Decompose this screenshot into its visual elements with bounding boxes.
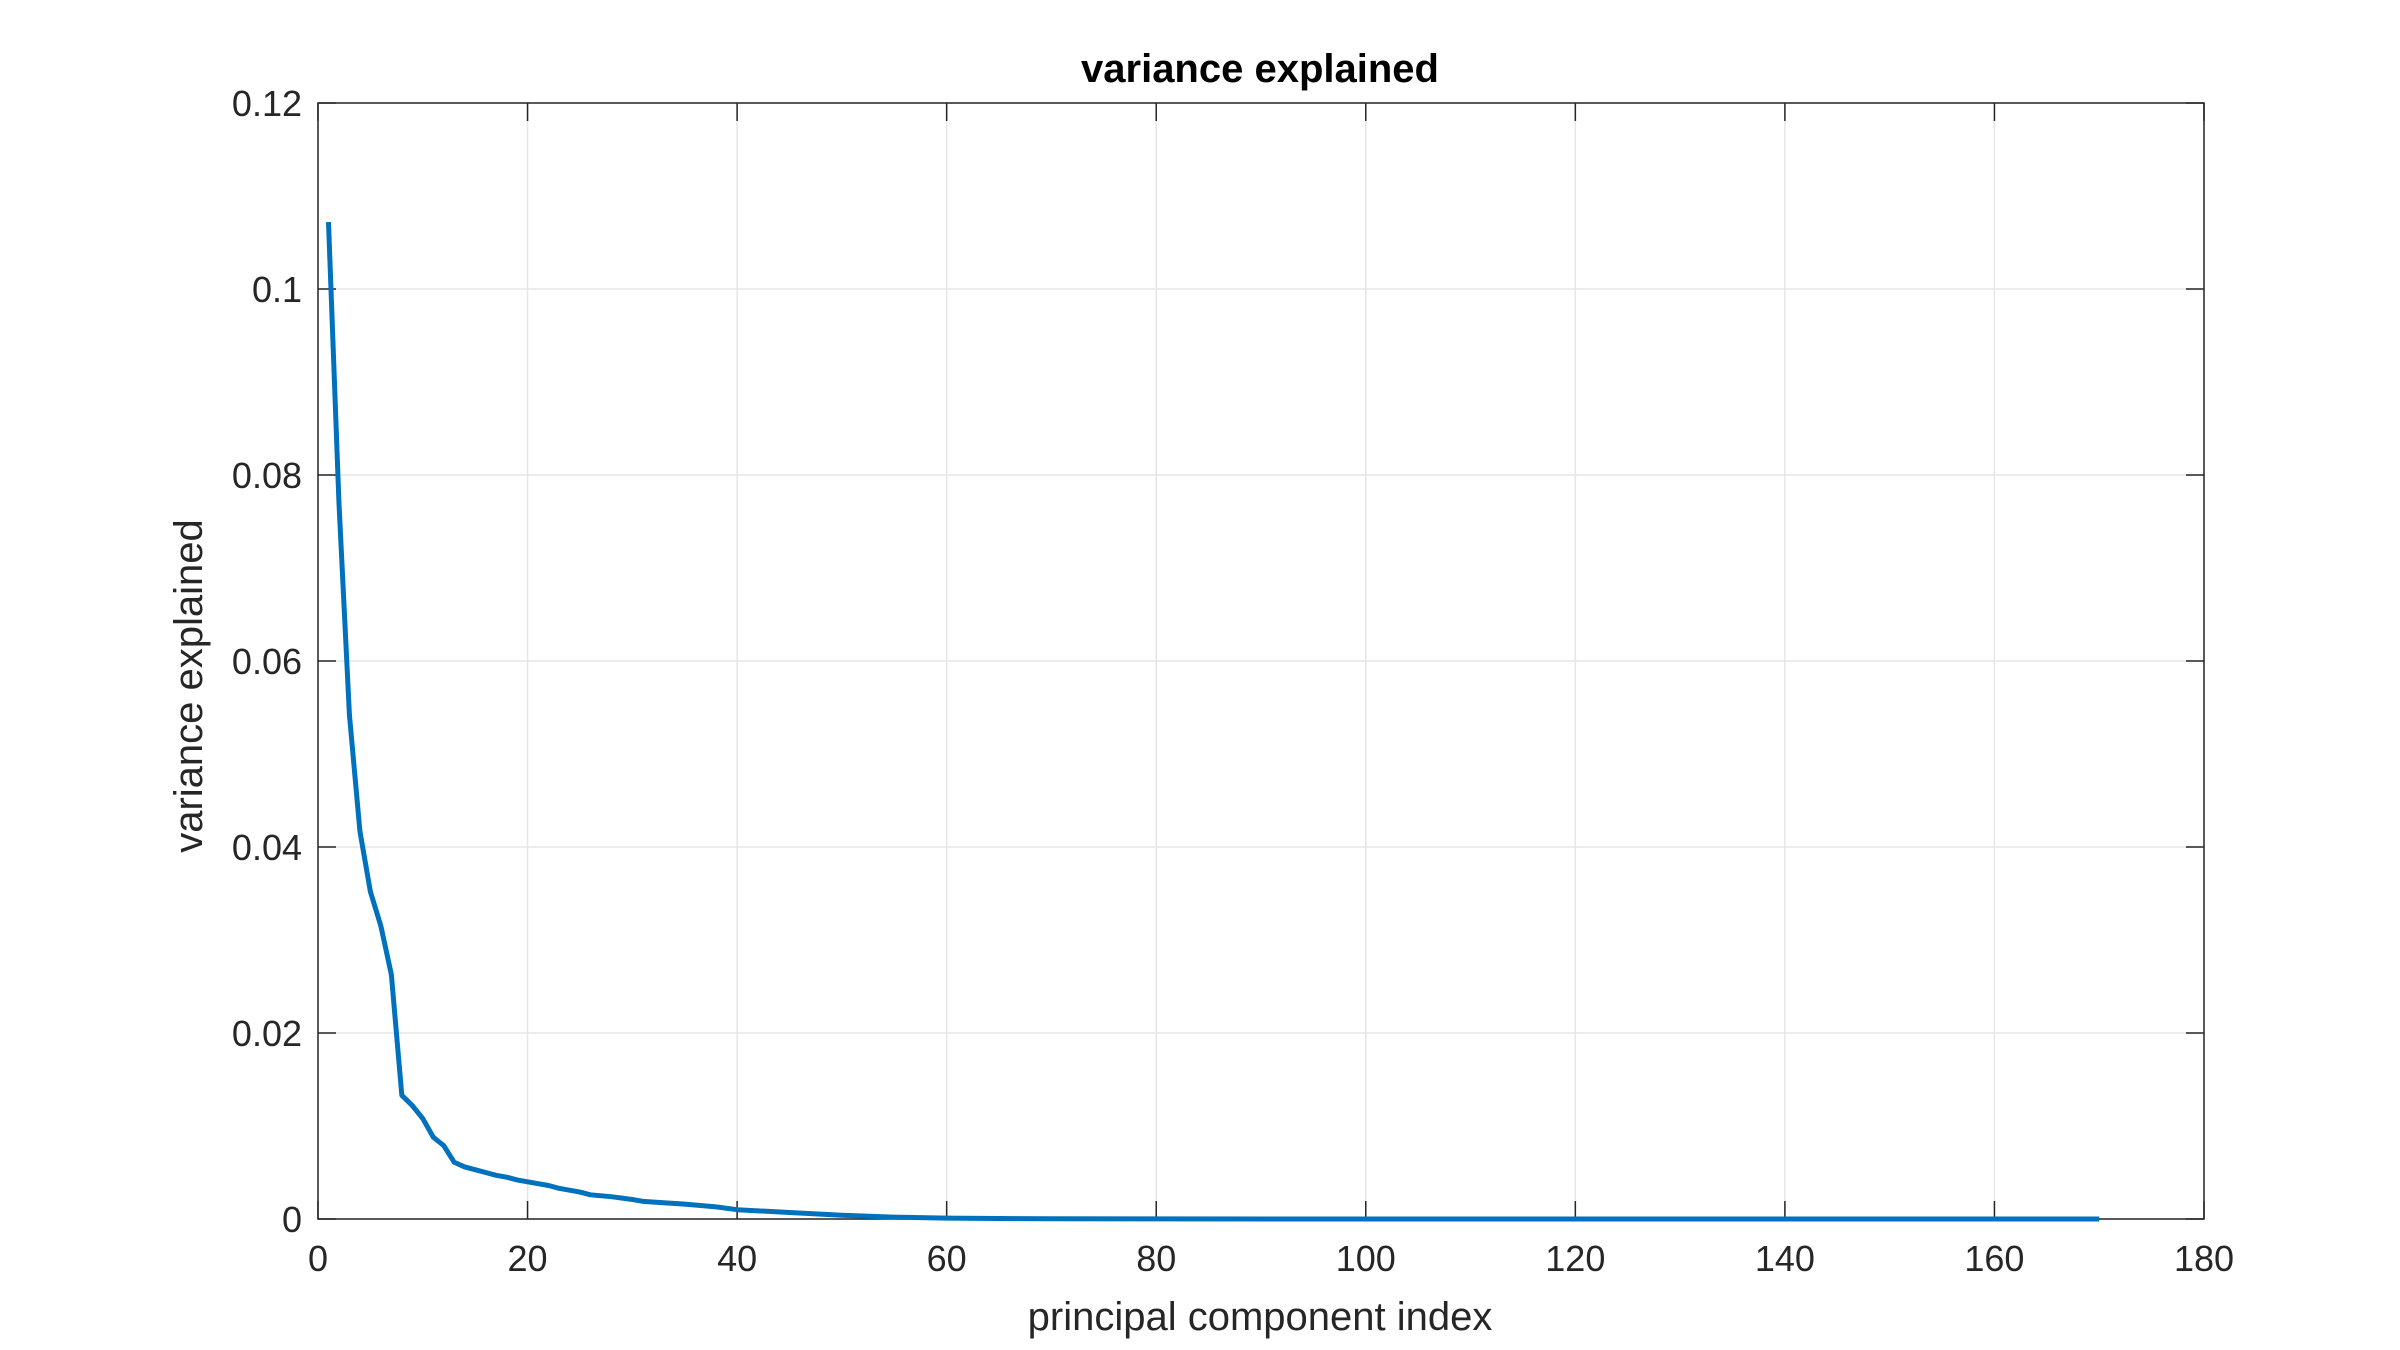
series-line <box>325 221 2100 1222</box>
x-tick-label: 60 <box>927 1238 967 1279</box>
x-tick-labels: 0 20 40 60 80 100 120 140 160 180 <box>308 1238 2234 1279</box>
x-tick-label: 180 <box>2174 1238 2234 1279</box>
y-tick-label: 0.06 <box>232 641 302 682</box>
y-tick-label: 0.1 <box>252 269 302 310</box>
y-axis-label: variance explained <box>167 519 211 853</box>
y-tick-label: 0.12 <box>232 83 302 124</box>
y-tick-labels: 0 0.02 0.04 0.06 0.08 0.1 0.12 <box>232 83 302 1240</box>
grid <box>317 102 2205 1220</box>
y-tick-label: 0 <box>282 1199 302 1240</box>
x-tick-label: 140 <box>1755 1238 1815 1279</box>
x-tick-label: 0 <box>308 1238 328 1279</box>
x-tick-label: 160 <box>1964 1238 2024 1279</box>
x-tick-label: 80 <box>1136 1238 1176 1279</box>
y-tick-label: 0.04 <box>232 827 302 868</box>
y-tick-label: 0.02 <box>232 1013 302 1054</box>
x-axis-label: principal component index <box>1028 1295 1493 1339</box>
x-tick-label: 120 <box>1545 1238 1605 1279</box>
x-tick-label: 20 <box>508 1238 548 1279</box>
x-tick-label: 100 <box>1336 1238 1396 1279</box>
y-tick-label: 0.08 <box>232 455 302 496</box>
chart-title: variance explained <box>1081 47 1439 91</box>
x-tick-label: 40 <box>717 1238 757 1279</box>
